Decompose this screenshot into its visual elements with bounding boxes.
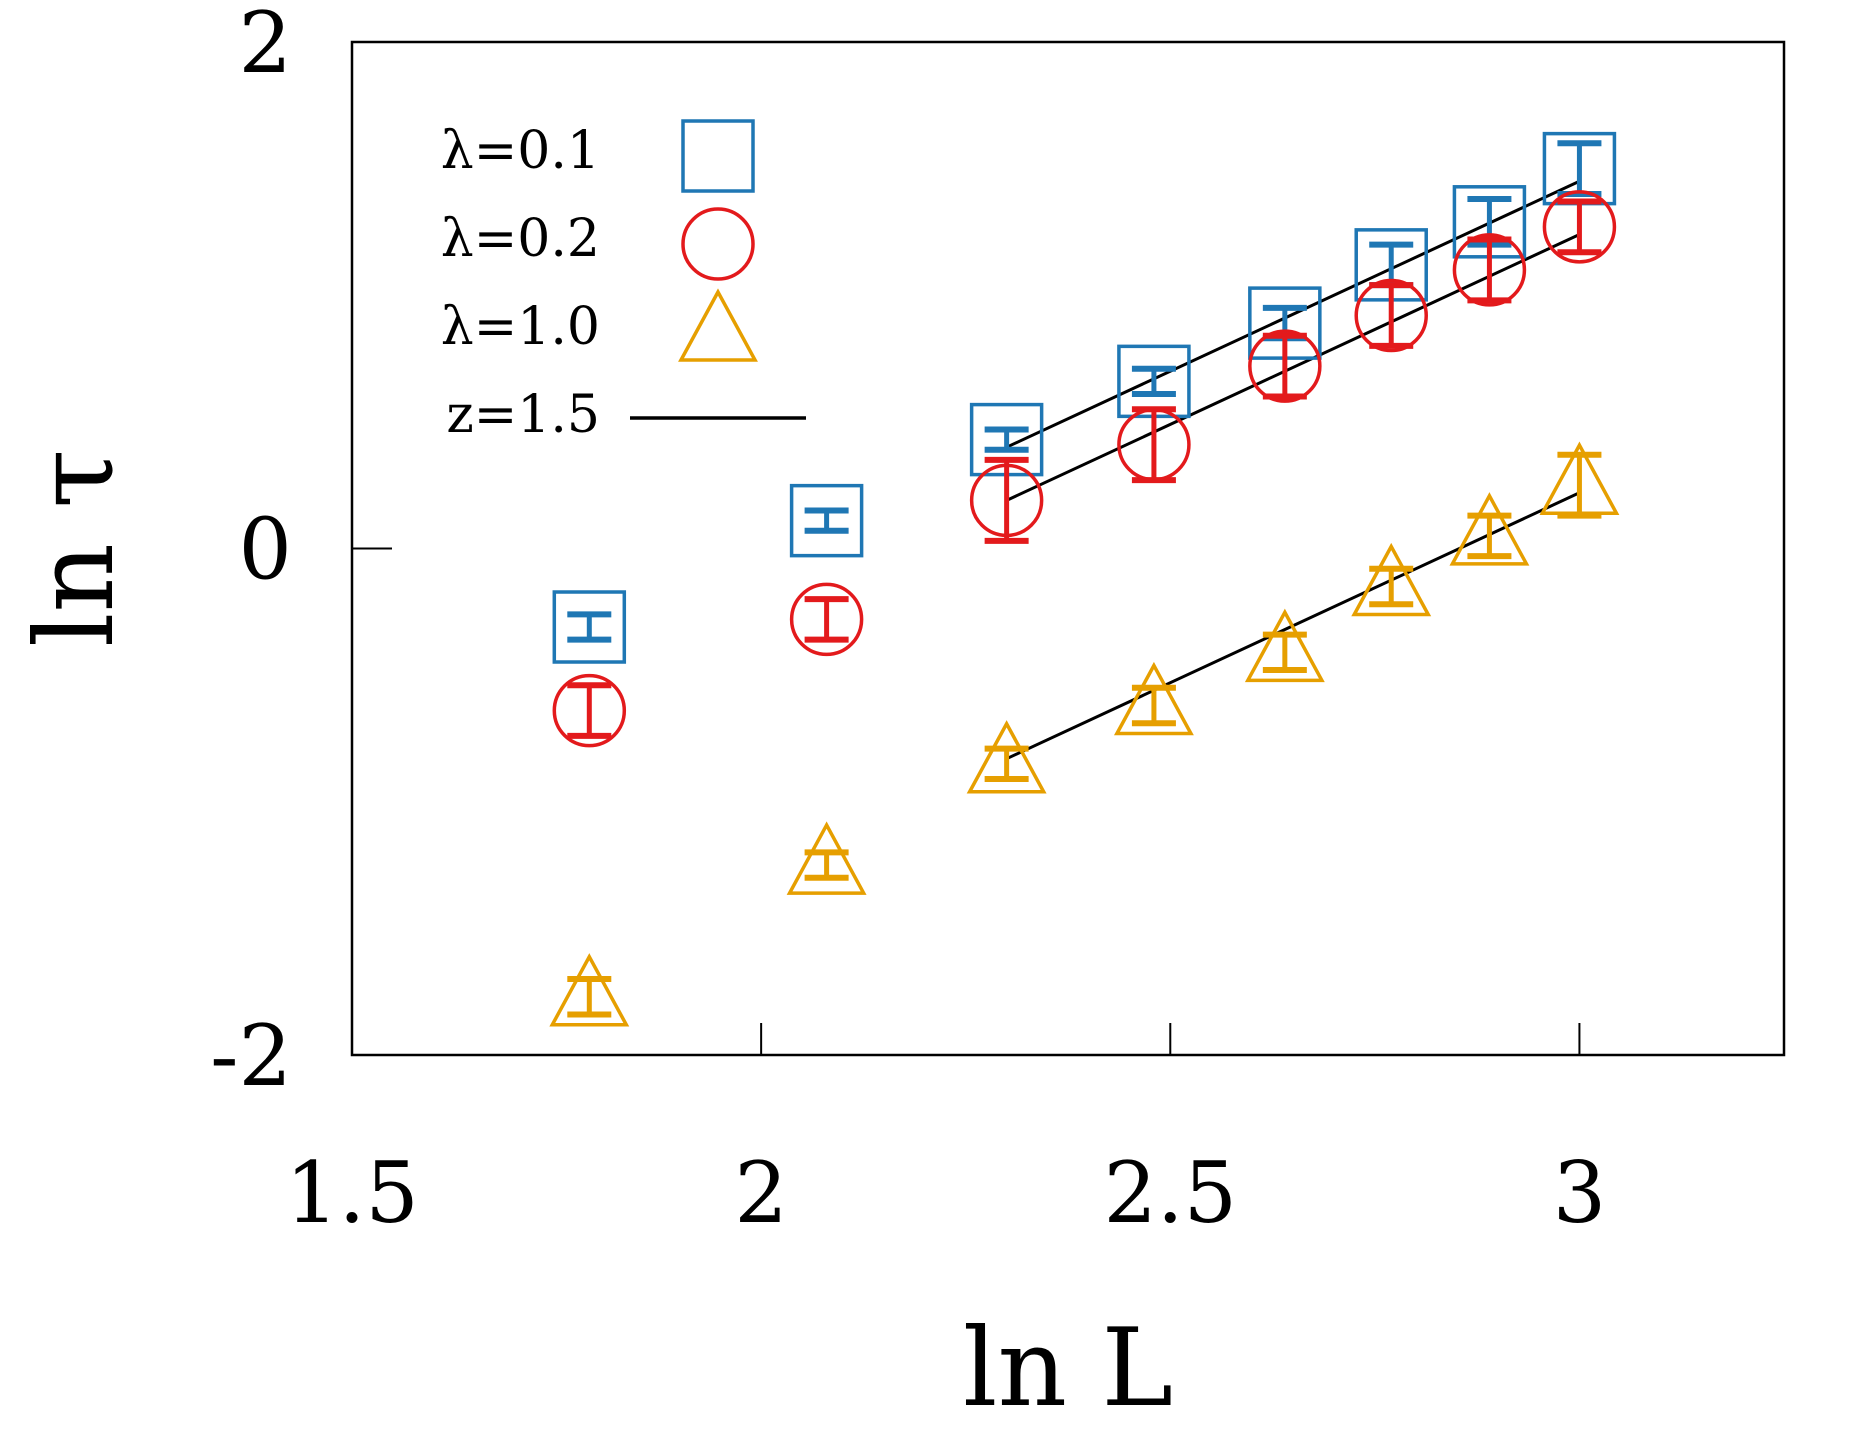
legend-symbol-circle <box>681 207 755 281</box>
data-point-triangle <box>1351 542 1432 617</box>
marker-triangle <box>1449 492 1530 566</box>
legend-item: z=1.5 <box>446 385 806 445</box>
marker-triangle <box>1244 608 1325 683</box>
x-tick-label: 3 <box>1553 1144 1606 1242</box>
data-point-triangle <box>786 821 867 895</box>
marker-square <box>552 590 627 664</box>
tick-labels: 1.5 2 2.5 3 -2 0 2 <box>210 0 1606 1242</box>
data-point-triangle <box>1113 661 1194 736</box>
fit-line <box>1005 233 1581 502</box>
fit-line <box>1005 179 1581 449</box>
y-tick-label: 2 <box>239 0 292 92</box>
legend-label: λ=0.2 <box>441 209 600 269</box>
marker-circle <box>1354 278 1428 353</box>
data-point-square <box>552 590 627 664</box>
marker-circle <box>1452 233 1527 307</box>
marker-triangle <box>1351 542 1432 617</box>
legend: λ=0.1 λ=0.2 λ=1.0 z=1.5 <box>441 119 806 445</box>
data-point-circle <box>1117 406 1191 484</box>
y-tick-label: -2 <box>210 1007 292 1105</box>
marker-triangle <box>966 720 1047 794</box>
data-points <box>549 131 1620 1027</box>
legend-item: λ=0.1 <box>441 119 755 193</box>
data-point-square <box>789 483 864 558</box>
data-point-triangle <box>1539 441 1620 519</box>
marker-circle <box>1248 329 1322 403</box>
marker-square <box>789 483 864 558</box>
data-point-circle <box>1354 278 1428 353</box>
marker-triangle <box>786 821 867 895</box>
y-tick-label: 0 <box>239 501 292 599</box>
marker-triangle <box>549 953 630 1027</box>
legend-label: λ=1.0 <box>441 297 600 357</box>
data-point-circle <box>1248 329 1322 403</box>
data-point-circle <box>969 456 1044 544</box>
data-point-triangle <box>1244 608 1325 683</box>
legend-symbol-triangle <box>678 288 758 362</box>
marker-circle <box>1542 190 1617 264</box>
data-point-circle <box>789 582 864 657</box>
marker-triangle <box>1113 661 1194 736</box>
legend-item: λ=1.0 <box>441 288 758 362</box>
x-tick-label: 2 <box>734 1144 787 1242</box>
data-point-circle <box>552 673 627 748</box>
data-point-circle <box>1452 233 1527 307</box>
marker-circle <box>789 582 864 657</box>
data-point-circle <box>1542 190 1617 264</box>
data-point-square <box>1117 344 1191 419</box>
legend-label: λ=0.1 <box>441 121 600 181</box>
marker-circle <box>552 673 627 748</box>
legend-item: λ=0.2 <box>441 207 755 281</box>
y-axis-title: ln τ <box>13 449 138 647</box>
data-point-triangle <box>966 720 1047 794</box>
legend-label: z=1.5 <box>446 385 600 445</box>
legend-symbol-square <box>681 119 755 193</box>
axis-ticks <box>352 547 1581 1055</box>
x-axis-title: ln L <box>963 1306 1173 1431</box>
data-point-triangle <box>1449 492 1530 566</box>
data-point-triangle <box>549 953 630 1027</box>
x-tick-label: 2.5 <box>1103 1144 1237 1242</box>
x-tick-label: 1.5 <box>285 1144 419 1242</box>
